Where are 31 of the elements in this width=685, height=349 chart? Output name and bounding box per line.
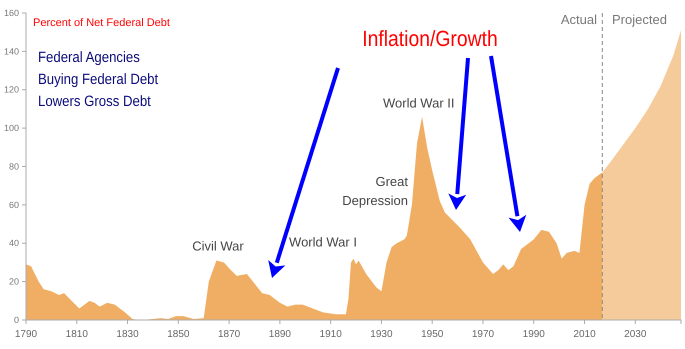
x-tick-label: 1870 bbox=[218, 329, 241, 340]
annotation: World War II bbox=[382, 96, 455, 111]
x-tick-label: 1830 bbox=[116, 329, 140, 340]
x-tick-label: 1970 bbox=[472, 329, 495, 340]
x-tick-label: 2010 bbox=[573, 329, 596, 340]
x-tick-label: 2030 bbox=[624, 329, 647, 340]
x-tick-label: 1930 bbox=[370, 329, 393, 340]
annotation: Civil War bbox=[192, 238, 244, 254]
y-tick-label: 0 bbox=[14, 314, 19, 325]
annotation: Actual bbox=[560, 12, 598, 27]
x-tick-label: 1950 bbox=[421, 329, 444, 340]
x-tick-label: 1790 bbox=[14, 329, 38, 340]
annotation: Projected bbox=[612, 12, 667, 27]
y-tick-label: 140 bbox=[4, 46, 19, 56]
y-tick-label: 60 bbox=[8, 200, 19, 210]
y-tick-label: 40 bbox=[8, 238, 19, 248]
x-tick-label: 1910 bbox=[320, 329, 342, 340]
y-tick-label: 120 bbox=[4, 84, 19, 95]
y-tick-label: 80 bbox=[8, 161, 19, 172]
annotation: Inflation/Growth bbox=[362, 26, 498, 52]
annotation: World War I bbox=[289, 234, 357, 250]
x-tick-label: 1810 bbox=[66, 329, 88, 340]
x-tick-label: 1890 bbox=[268, 329, 292, 340]
y-tick-label: 160 bbox=[4, 8, 19, 18]
y-tick-label: 20 bbox=[8, 276, 19, 287]
x-tick-label: 1850 bbox=[167, 329, 190, 340]
y-tick-label: 100 bbox=[4, 123, 19, 134]
annotation: Federal Agencies Buying Federal Debt Lowers Gross Debt bbox=[38, 48, 158, 110]
x-tick-label: 1990 bbox=[522, 329, 546, 340]
annotation: Great Depression bbox=[342, 174, 408, 208]
annotation: Percent of Net Federal Debt bbox=[33, 17, 170, 29]
